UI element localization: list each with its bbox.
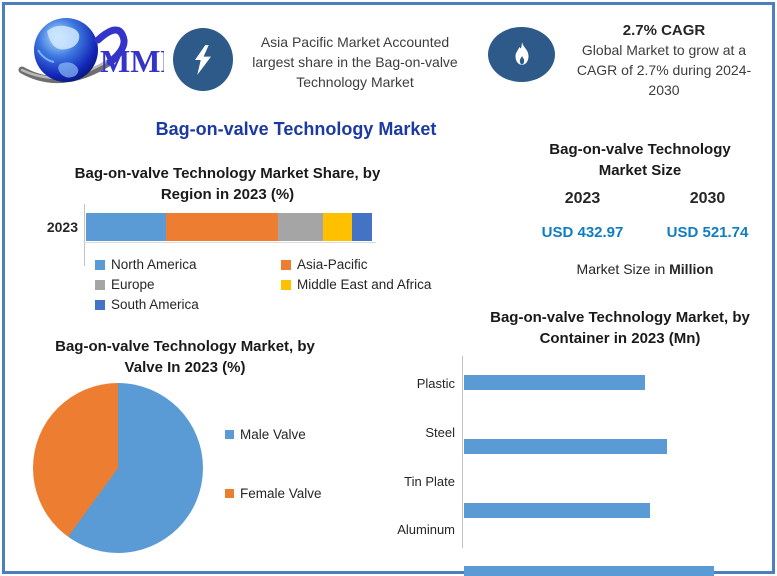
valve-chart-title-line1: Bag-on-valve Technology Market, by [55,338,315,355]
market-size-year-2023: 2023 [564,190,601,207]
region-chart-title-line1: Bag-on-valve Technology Market Share, by [74,165,381,182]
cagr-badge [488,27,555,82]
market-size-note-unit: Million [669,261,714,277]
globe-icon: MMR [18,18,184,84]
legend-swatch-female-valve [225,489,234,498]
bar-segment-south-america [351,213,372,241]
cagr-line3: 2030 [648,82,680,98]
container-label-plastic: Plastic [416,376,455,391]
legend-label-middle-east-africa: Middle East and Africa [297,277,432,292]
legend-label-male-valve: Male Valve [240,427,306,442]
logo-text: MMR [100,43,164,79]
legend-item-asia-pacific: Asia-Pacific [281,257,368,272]
badge1-line2: largest share in the Bag-on-valve [252,54,458,70]
cagr-line2: CAGR of 2.7% during 2024- [576,62,752,78]
region-y-axis-line [84,204,85,266]
container-bar-aluminum-track [464,566,714,576]
valve-pie-chart [33,383,203,553]
market-size-note-prefix: Market Size in [576,261,670,277]
market-size-title-line2: Market Size [598,162,682,179]
legend-item-europe: Europe [95,277,155,292]
cagr-line1: Global Market to grow at a [581,42,747,58]
market-size-title: Bag-on-valve Technology Market Size [520,139,760,181]
legend-item-male-valve: Male Valve [225,427,306,442]
legend-item-female-valve: Female Valve [225,486,322,501]
legend-item-middle-east-africa: Middle East and Africa [281,277,431,292]
bar-segment-north-america [86,213,167,241]
valve-chart-title: Bag-on-valve Technology Market, by Valve… [40,336,330,378]
region-axis-category-label: 2023 [46,219,78,235]
lightning-badge [173,28,233,91]
container-bar-steel [464,439,667,454]
market-size-value-2023: USD 432.97 [541,224,624,241]
container-bar-tin-plate [464,503,650,518]
region-chart-title-line2: Region in 2023 (%) [160,186,295,203]
badge1-text: Asia Pacific Market Accounted largest sh… [236,32,474,92]
cagr-title: 2.7% CAGR [622,22,706,39]
legend-swatch-europe [95,279,105,290]
legend-swatch-middle-east-africa [281,279,291,290]
container-label-aluminum: Aluminum [397,522,455,537]
mmr-logo: MMR [14,6,184,92]
valve-chart-title-line2: Valve In 2023 (%) [124,359,246,376]
market-size-note: Market Size in Million [520,261,770,277]
legend-item-south-america: South America [95,297,199,312]
container-label-tin-plate: Tin Plate [404,474,455,489]
container-bar-aluminum [464,566,714,576]
legend-swatch-male-valve [225,430,234,439]
bar-segment-asia-pacific [166,213,278,241]
legend-swatch-south-america [95,299,105,310]
market-size-value-2030: USD 521.74 [666,224,749,241]
legend-label-north-america: North America [111,257,197,272]
legend-swatch-asia-pacific [281,259,291,270]
bar-segment-europe [277,213,324,241]
legend-swatch-north-america [95,259,105,270]
container-bar-plastic-track [464,375,714,390]
region-x-axis-line [84,242,376,243]
container-label-steel: Steel [425,425,455,440]
market-size-title-line1: Bag-on-valve Technology [549,141,731,158]
container-y-axis-line [462,356,463,548]
container-bar-tin-plate-track [464,503,714,518]
legend-label-asia-pacific: Asia-Pacific [297,257,368,272]
legend-label-south-america: South America [111,297,199,312]
market-size-years: 2023 2030 [520,190,770,208]
market-size-year-2030: 2030 [689,190,726,207]
legend-item-north-america: North America [95,257,197,272]
bar-segment-middle-east-africa [323,213,352,241]
lightning-icon [195,44,211,75]
flame-icon [515,41,528,65]
container-chart-title-line2: Container in 2023 (Mn) [539,330,701,347]
container-bar-plastic [464,375,645,390]
badge1-line1: Asia Pacific Market Accounted [260,34,450,50]
region-chart-title: Bag-on-valve Technology Market Share, by… [70,163,385,205]
container-chart-title: Bag-on-valve Technology Market, by Conta… [470,307,770,349]
container-bar-steel-track [464,439,714,454]
legend-label-europe: Europe [111,277,155,292]
badge1-line3: Technology Market [296,74,414,90]
container-chart-title-line1: Bag-on-valve Technology Market, by [490,309,750,326]
page-title: Bag-on-valve Technology Market [155,119,437,139]
market-size-values: USD 432.97 USD 521.74 [520,224,770,241]
badge2-text: 2.7% CAGR Global Market to grow at a CAG… [556,22,772,100]
legend-label-female-valve: Female Valve [240,486,322,501]
region-stacked-bar [86,213,372,241]
